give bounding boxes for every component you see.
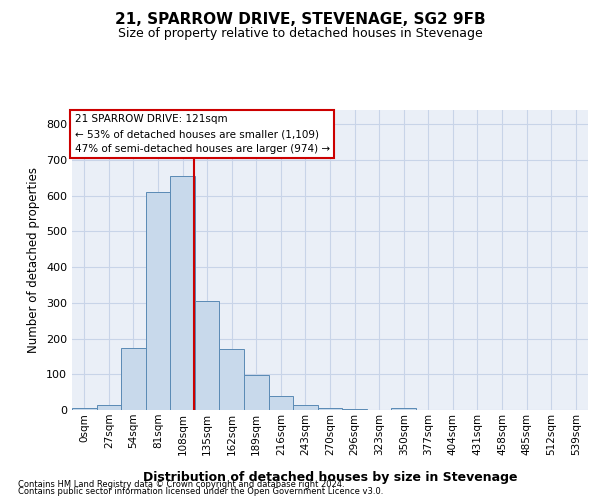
Bar [342, 408, 367, 410]
Bar [318, 408, 342, 410]
Text: Size of property relative to detached houses in Stevenage: Size of property relative to detached ho… [118, 28, 482, 40]
Y-axis label: Number of detached properties: Number of detached properties [28, 167, 40, 353]
Bar [72, 408, 97, 410]
Bar [170, 176, 195, 410]
Bar [195, 301, 220, 410]
Text: 21 SPARROW DRIVE: 121sqm
← 53% of detached houses are smaller (1,109)
47% of sem: 21 SPARROW DRIVE: 121sqm ← 53% of detach… [74, 114, 330, 154]
Bar [146, 192, 170, 410]
Bar [220, 350, 244, 410]
Bar [269, 396, 293, 410]
Bar [97, 405, 121, 410]
Bar [293, 405, 318, 410]
Text: Contains public sector information licensed under the Open Government Licence v3: Contains public sector information licen… [18, 488, 383, 496]
Bar [391, 408, 416, 410]
Bar [244, 375, 269, 410]
Bar [121, 348, 146, 410]
Text: 21, SPARROW DRIVE, STEVENAGE, SG2 9FB: 21, SPARROW DRIVE, STEVENAGE, SG2 9FB [115, 12, 485, 28]
Text: Distribution of detached houses by size in Stevenage: Distribution of detached houses by size … [143, 471, 517, 484]
Text: Contains HM Land Registry data © Crown copyright and database right 2024.: Contains HM Land Registry data © Crown c… [18, 480, 344, 489]
